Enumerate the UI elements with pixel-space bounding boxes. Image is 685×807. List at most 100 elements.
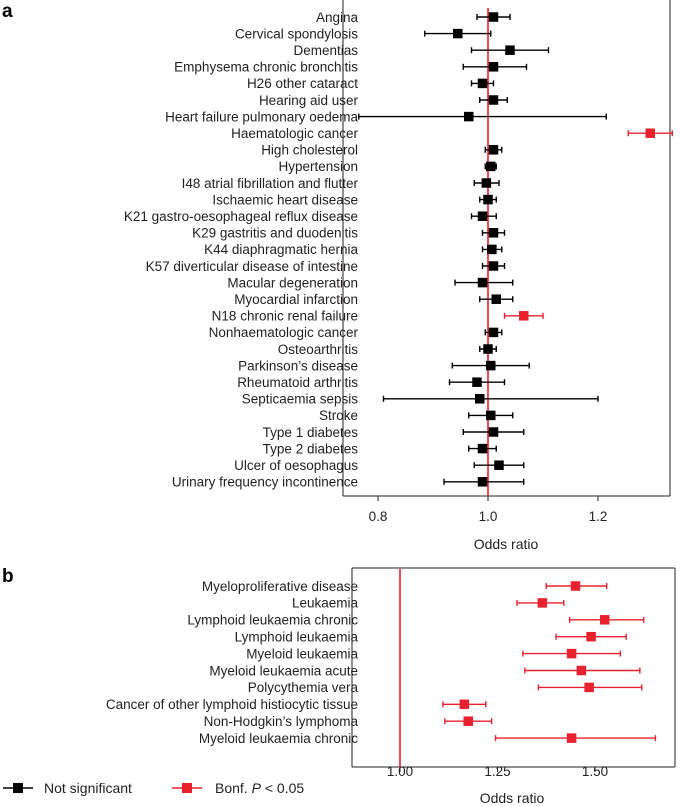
row-myeloproliferative-disease: Myeloproliferative disease: [202, 579, 608, 594]
panel-b-forest-plot: 1.00 1.25 1.50 Odds ratio Myeloproliferative…: [106, 567, 676, 806]
row-label: Ulcer of oesophagus: [234, 458, 358, 473]
row-label: Stroke: [319, 408, 358, 423]
odds-ratio-marker: [463, 716, 473, 726]
row-polycythemia-vera: Polycythemia vera: [248, 680, 643, 695]
row-k29-gastritis-and-duodenitis: K29 gastritis and duodenitis: [192, 226, 506, 241]
odds-ratio-marker: [586, 631, 596, 642]
odds-ratio-marker: [488, 95, 499, 105]
row-nonhaematologic-cancer: Nonhaematologic cancer: [209, 325, 503, 340]
row-label: Angina: [316, 10, 359, 25]
odds-ratio-marker: [488, 12, 499, 22]
row-non-hodgkin-s-lymphoma: Non-Hodgkin’s lymphoma: [204, 714, 493, 729]
row-emphysema-chronic-bronchitis: Emphysema chronic bronchitis: [174, 60, 528, 75]
odds-ratio-marker: [486, 360, 496, 371]
row-ulcer-of-oesophagus: Ulcer of oesophagus: [234, 458, 525, 473]
row-label: Rheumatoid arthritis: [237, 375, 358, 390]
row-label: Polycythemia vera: [248, 680, 359, 695]
row-n18-chronic-renal-failure: N18 chronic renal failure: [212, 309, 544, 324]
odds-ratio-marker: [505, 45, 515, 55]
odds-ratio-marker: [477, 78, 488, 89]
legend-significant-label: Bonf. P < 0.05: [215, 780, 304, 796]
odds-ratio-marker: [488, 261, 499, 271]
row-ischaemic-heart-disease: Ischaemic heart disease: [212, 192, 497, 207]
row-heart-failure-pulmonary-oedema: Heart failure pulmonary oedema: [165, 109, 607, 124]
odds-ratio-marker: [453, 28, 463, 39]
odds-ratio-marker: [464, 111, 474, 122]
odds-ratio-marker: [487, 244, 497, 255]
odds-ratio-marker: [576, 665, 587, 676]
odds-ratio-marker: [584, 682, 594, 693]
row-label: Myeloid leukaemia acute: [209, 663, 358, 678]
legend-item-not-significant: Not significant: [3, 780, 132, 796]
panel-label-a: a: [2, 1, 13, 22]
row-hearing-aid-user: Hearing aid user: [259, 93, 508, 108]
row-k44-diaphragmatic-hernia: K44 diaphragmatic hernia: [204, 242, 503, 257]
row-label: Haematologic cancer: [231, 126, 358, 141]
odds-ratio-marker: [488, 145, 499, 155]
row-label: Cancer of other lymphoid histiocytic tis…: [106, 697, 358, 712]
odds-ratio-marker: [519, 311, 529, 321]
x-tick-label-a: 1.2: [589, 509, 608, 524]
row-label: I48 atrial fibrillation and flutter: [182, 176, 359, 191]
legend: Not significant Bonf. P < 0.05: [3, 780, 304, 796]
row-label: Non-Hodgkin’s lymphoma: [204, 714, 359, 729]
odds-ratio-marker: [486, 410, 496, 421]
row-label: H26 other cataract: [247, 76, 358, 91]
row-label: K44 diaphragmatic hernia: [204, 242, 358, 257]
row-label: Emphysema chronic bronchitis: [174, 60, 358, 75]
row-leukaemia: Leukaemia: [292, 596, 565, 611]
row-parkinson-s-disease: Parkinson’s disease: [238, 358, 530, 373]
row-myeloid-leukaemia-acute: Myeloid leukaemia acute: [209, 663, 641, 678]
row-high-cholesterol: High cholesterol: [261, 143, 503, 158]
odds-ratio-marker: [459, 699, 470, 710]
row-lymphoid-leukaemia: Lymphoid leukaemia: [235, 630, 627, 645]
row-label: N18 chronic renal failure: [212, 309, 358, 324]
row-hypertension: Hypertension: [278, 159, 497, 174]
odds-ratio-marker: [600, 615, 610, 625]
x-tick-label-a: 1.0: [479, 509, 498, 524]
odds-ratio-marker: [566, 733, 577, 743]
row-label: Hearing aid user: [259, 93, 359, 108]
row-label: Type 2 diabetes: [263, 441, 359, 456]
x-tick-label-a: 0.8: [369, 509, 388, 524]
x-axis-title-a: Odds ratio: [474, 536, 539, 552]
odds-ratio-marker: [488, 228, 499, 238]
row-haematologic-cancer: Haematologic cancer: [231, 126, 673, 141]
row-label: Heart failure pulmonary oedema: [165, 109, 358, 124]
x-axis-title-b: Odds ratio: [480, 790, 545, 806]
row-label: Osteoarthritis: [278, 342, 359, 357]
odds-ratio-marker: [645, 128, 655, 138]
panel-label-b: b: [2, 566, 14, 587]
row-angina: Angina: [316, 10, 511, 25]
row-rheumatoid-arthritis: Rheumatoid arthritis: [237, 375, 506, 390]
odds-ratio-marker: [494, 460, 504, 470]
odds-ratio-marker: [570, 581, 581, 591]
row-label: Lymphoid leukaemia: [235, 630, 359, 645]
row-i48-atrial-fibrillation-and-flutter: I48 atrial fibrillation and flutter: [182, 176, 500, 191]
row-myeloid-leukaemia-chronic: Myeloid leukaemia chronic: [199, 731, 657, 746]
odds-ratio-marker: [472, 377, 482, 387]
row-label: Myocardial infarction: [234, 292, 358, 307]
row-lymphoid-leukaemia-chronic: Lymphoid leukaemia chronic: [187, 613, 645, 628]
row-dementias: Dementias: [293, 43, 550, 58]
legend-significant-marker: [182, 783, 192, 793]
odds-ratio-marker: [566, 648, 577, 659]
row-septicaemia-sepsis: Septicaemia sepsis: [242, 392, 599, 407]
row-label: Leukaemia: [292, 596, 359, 611]
x-tick-label-b: 1.50: [582, 764, 608, 779]
row-myeloid-leukaemia: Myeloid leukaemia: [246, 646, 622, 661]
row-k57-diverticular-disease-of-intestine: K57 diverticular disease of intestine: [146, 259, 506, 274]
odds-ratio-marker: [477, 277, 488, 288]
odds-ratio-marker: [477, 211, 488, 221]
odds-ratio-marker: [483, 194, 493, 205]
legend-not-significant-marker: [13, 783, 23, 793]
odds-ratio-marker: [477, 477, 488, 487]
row-label: Myeloid leukaemia chronic: [199, 731, 358, 746]
row-k21-gastro-oesophageal-reflux-disease: K21 gastro-oesophageal reflux disease: [124, 209, 497, 224]
row-stroke: Stroke: [319, 408, 514, 423]
row-label: Cervical spondylosis: [235, 26, 358, 41]
odds-ratio-marker: [491, 294, 501, 304]
row-label: Macular degeneration: [227, 275, 358, 290]
